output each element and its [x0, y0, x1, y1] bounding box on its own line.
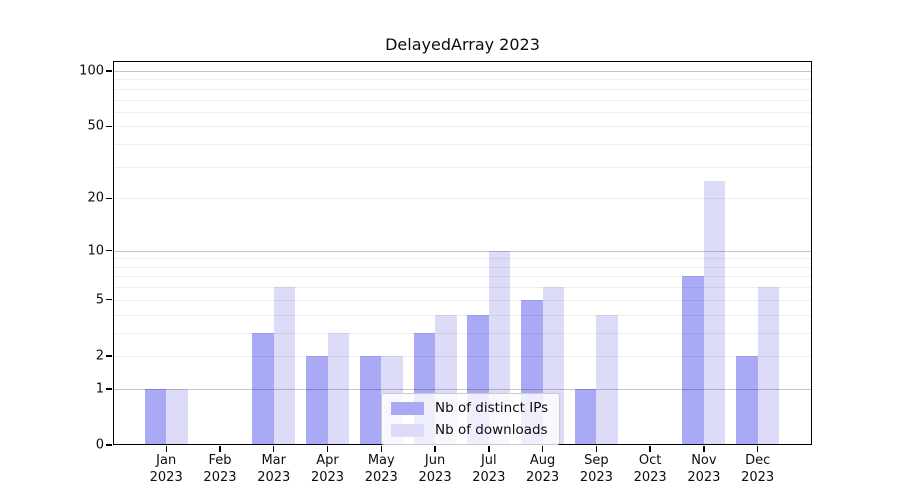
bar-ips-dec-2023: [736, 355, 758, 445]
y-tick-label-5: 5: [95, 292, 104, 308]
legend: Nb of distinct IPs Nb of downloads: [381, 393, 561, 445]
x-tick-jun: [434, 446, 436, 452]
x-tick-jan: [165, 446, 167, 452]
y-tick-label-10: 10: [87, 243, 104, 259]
plot-area: [113, 61, 812, 445]
x-tick-jul: [488, 446, 490, 452]
x-tick-label-aug: Aug 2023: [526, 453, 560, 485]
x-tick-label-jun: Jun 2023: [418, 453, 452, 485]
y-tick-0: [106, 444, 112, 446]
gridline-minor-8: [113, 266, 812, 268]
gridline-minor-4: [113, 314, 812, 316]
y-tick-label-100: 100: [79, 63, 104, 79]
bar-ips-apr-2023: [306, 355, 328, 445]
gridline-minor-70: [113, 99, 812, 101]
bar-downloads-dec-2023: [757, 287, 780, 445]
gridline-minor-50: [113, 126, 812, 128]
bar-downloads-apr-2023: [327, 332, 349, 445]
x-tick-oct: [649, 446, 651, 452]
x-tick-label-may: May 2023: [364, 453, 398, 485]
x-tick-aug: [541, 446, 544, 452]
y-tick-10: [106, 249, 112, 252]
bar-downloads-nov-2023: [703, 180, 726, 445]
bar-ips-may-2023: [359, 355, 382, 445]
gridline-major-1: [113, 388, 812, 390]
x-tick-apr: [326, 446, 329, 452]
legend-label-distinct-ips: Nb of distinct IPs: [435, 400, 549, 416]
x-tick-label-nov: Nov 2023: [687, 453, 721, 485]
gridline-minor-80: [113, 88, 812, 90]
bar-ips-nov-2023: [682, 276, 704, 445]
x-tick-label-dec: Dec 2023: [741, 453, 775, 485]
x-tick-label-mar: Mar 2023: [257, 453, 291, 485]
gridline-minor-20: [113, 198, 812, 200]
gridline-minor-60: [113, 111, 812, 113]
x-tick-label-jul: Jul 2023: [472, 453, 506, 485]
y-tick-label-1: 1: [95, 381, 104, 397]
bar-ips-sep-2023: [574, 388, 597, 445]
x-tick-mar: [273, 446, 275, 452]
bar-downloads-sep-2023: [596, 314, 618, 445]
gridline-minor-6: [113, 287, 812, 289]
gridline-minor-90: [113, 79, 812, 81]
legend-label-downloads: Nb of downloads: [435, 422, 548, 438]
gridline-minor-40: [113, 144, 812, 146]
chart-title: DelayedArray 2023: [385, 35, 540, 54]
x-tick-sep: [595, 446, 598, 452]
y-tick-label-20: 20: [87, 190, 104, 206]
x-tick-may: [380, 446, 382, 452]
y-tick-50: [106, 125, 112, 128]
gridline-minor-5: [113, 299, 812, 301]
x-tick-dec: [756, 446, 759, 452]
y-tick-5: [106, 299, 112, 301]
y-tick-2: [106, 355, 112, 357]
legend-swatch-distinct-ips: [391, 401, 424, 415]
x-tick-label-apr: Apr 2023: [310, 453, 345, 485]
legend-item-distinct-ips: Nb of distinct IPs: [391, 400, 548, 416]
x-tick-label-feb: Feb 2023: [203, 453, 237, 485]
y-tick-100: [106, 70, 112, 72]
y-tick-20: [106, 197, 112, 199]
y-tick-label-50: 50: [87, 118, 104, 134]
gridline-minor-30: [113, 166, 812, 168]
x-tick-label-sep: Sep 2023: [579, 453, 613, 485]
legend-swatch-downloads: [391, 423, 424, 437]
grid-layer: [113, 61, 812, 445]
bar-ips-mar-2023: [252, 332, 274, 445]
y-tick-label-2: 2: [95, 348, 104, 364]
y-tick-label-0: 0: [95, 437, 104, 453]
x-tick-label-jan: Jan 2023: [149, 453, 183, 485]
y-tick-1: [106, 388, 112, 390]
gridline-minor-3: [113, 332, 812, 334]
gridline-minor-7: [113, 276, 812, 278]
bar-downloads-mar-2023: [273, 287, 296, 445]
x-tick-label-oct: Oct 2023: [633, 453, 667, 485]
bar-ips-jan-2023: [144, 388, 167, 445]
gridline-major-10: [113, 250, 812, 252]
x-tick-feb: [219, 446, 221, 452]
gridline-major-100: [113, 70, 812, 72]
x-tick-nov: [703, 446, 705, 452]
gridline-minor-9: [113, 258, 812, 260]
gridline-minor-2: [113, 355, 812, 357]
bar-downloads-jan-2023: [166, 388, 188, 445]
legend-item-downloads: Nb of downloads: [391, 422, 548, 438]
